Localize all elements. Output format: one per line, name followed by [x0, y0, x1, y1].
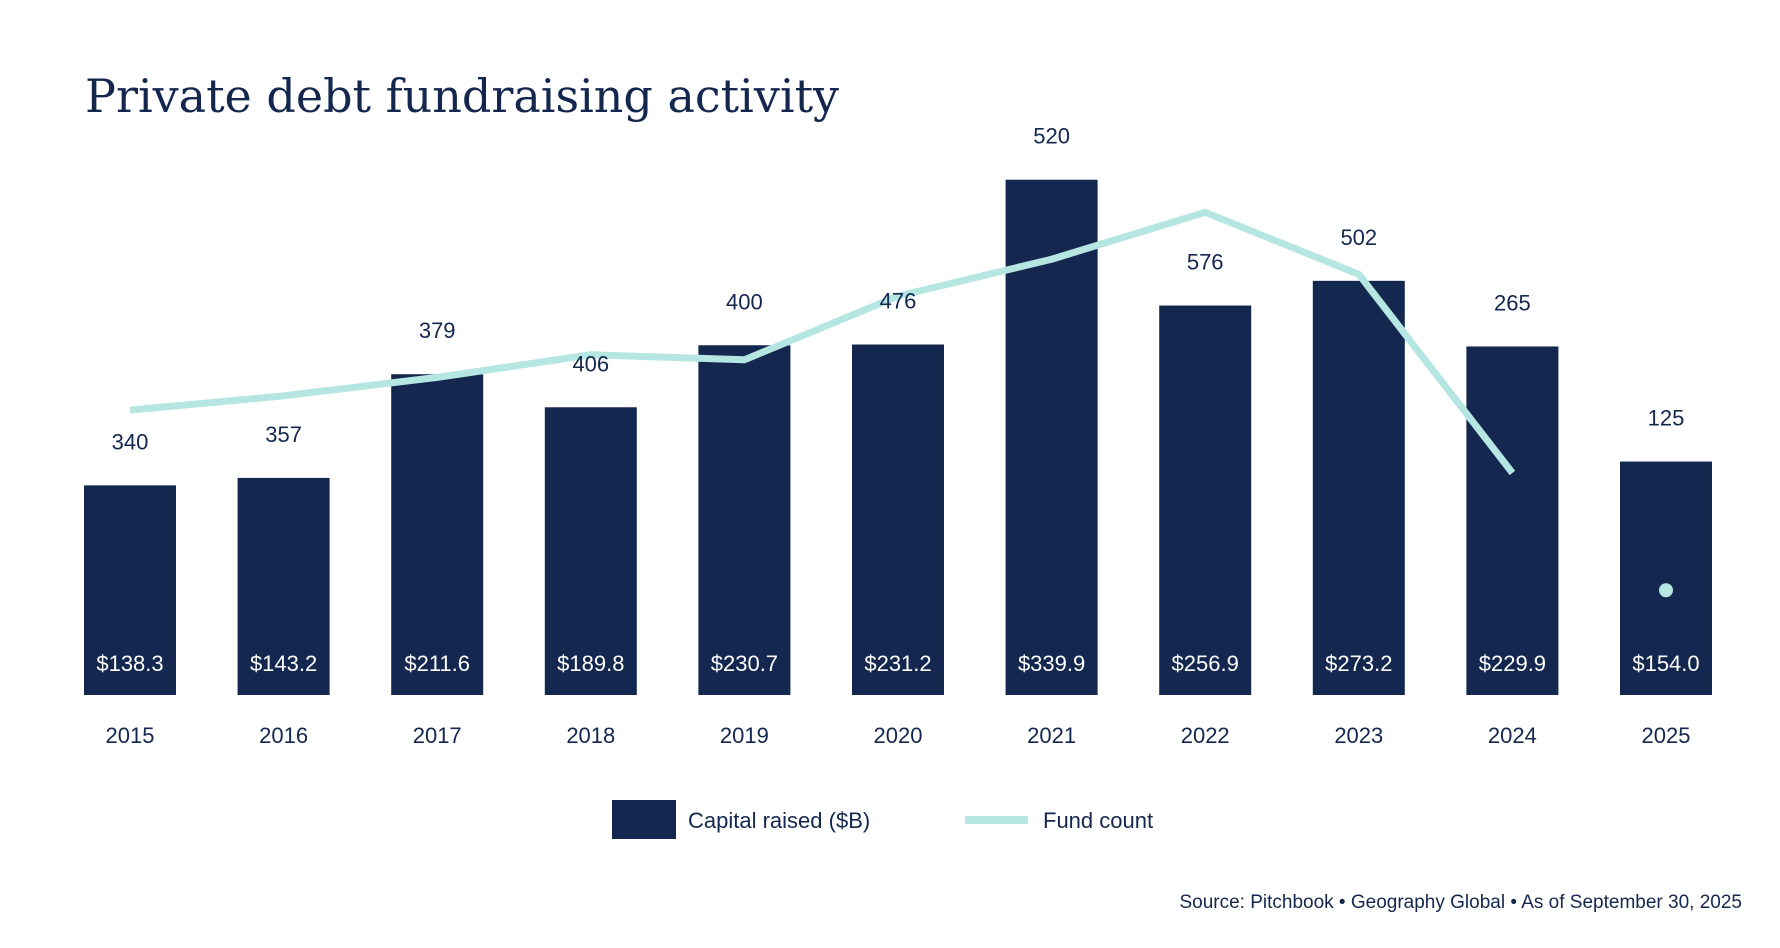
- bar-2023: [1312, 280, 1405, 695]
- bar-value-label: $273.2: [1325, 651, 1392, 676]
- fund-count-label: 357: [265, 422, 302, 447]
- x-tick-label: 2015: [106, 723, 155, 748]
- bar-value-label: $189.8: [557, 651, 624, 676]
- fund-count-label: 340: [112, 429, 149, 454]
- bar-2018: [544, 407, 637, 695]
- bar-2025: [1620, 461, 1712, 695]
- fund-count-label: 265: [1494, 290, 1531, 315]
- fund-count-label: 400: [726, 289, 763, 314]
- legend-label-fund-count: Fund count: [1043, 808, 1153, 833]
- bar-2015: [84, 485, 176, 695]
- bar-2017: [391, 374, 484, 695]
- bar-value-label: $154.0: [1632, 651, 1699, 676]
- bar-2020: [852, 344, 944, 695]
- x-tick-label: 2025: [1642, 723, 1691, 748]
- bar-value-label: $256.9: [1172, 651, 1239, 676]
- bar-value-label: $230.7: [711, 651, 778, 676]
- chart-title: Private debt fundraising activity: [85, 69, 839, 123]
- fund-count-label: 502: [1340, 225, 1377, 250]
- x-tick-label: 2016: [259, 723, 308, 748]
- x-tick-label: 2019: [720, 723, 769, 748]
- bar-2019: [698, 345, 791, 695]
- bar-value-label: $339.9: [1018, 651, 1085, 676]
- source-note: Source: Pitchbook • Geography Global • A…: [1179, 892, 1742, 913]
- fund-count-label: 520: [1033, 124, 1070, 149]
- x-tick-label: 2020: [874, 723, 923, 748]
- bar-2016: [237, 477, 330, 695]
- fund-count-label: 476: [880, 289, 917, 314]
- fund-count-line-path: [129, 208, 1516, 476]
- fund-count-line: [129, 208, 1673, 598]
- fund-count-point-2025: [1659, 583, 1673, 598]
- bar-value-label: $229.9: [1479, 651, 1546, 676]
- bar-value-label: $211.6: [404, 651, 470, 676]
- fund-count-label: 406: [572, 351, 609, 376]
- bar-value-label: $138.3: [96, 651, 163, 676]
- x-tick-label: 2023: [1334, 723, 1383, 748]
- bar-2022: [1159, 305, 1252, 695]
- fund-count-label: 379: [419, 318, 456, 343]
- x-tick-label: 2017: [413, 723, 462, 748]
- x-tick-label: 2018: [566, 723, 615, 748]
- legend-label-capital: Capital raised ($B): [688, 808, 870, 833]
- bars: [84, 179, 1712, 695]
- x-tick-label: 2021: [1027, 723, 1076, 748]
- legend: Capital raised ($B) Fund count: [612, 800, 1153, 839]
- x-tick-label: 2022: [1181, 723, 1230, 748]
- bar-value-label: $143.2: [250, 651, 317, 676]
- x-tick-label: 2024: [1488, 723, 1537, 748]
- bar-2024: [1466, 346, 1559, 695]
- bar-value-label: $231.2: [864, 651, 931, 676]
- labels: $138.3 340 2015 $143.2 357 2016 $211.6 379 2017 $…: [96, 124, 1699, 748]
- fund-count-label: 576: [1187, 250, 1224, 275]
- fund-count-label: 125: [1648, 406, 1685, 431]
- legend-swatch-capital: [612, 800, 676, 839]
